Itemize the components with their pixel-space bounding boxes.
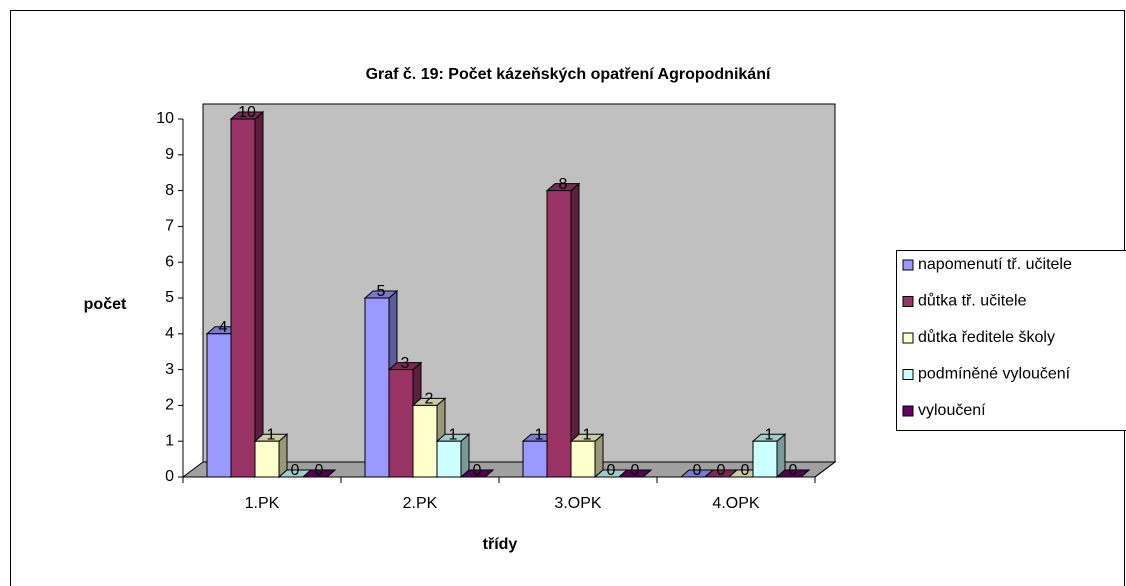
x-tick-label: 1.PK: [245, 495, 280, 512]
y-tick-label: 2: [165, 397, 174, 414]
y-tick-label: 3: [165, 361, 174, 378]
value-label: 0: [789, 462, 798, 479]
legend-label: vyloučení: [918, 402, 986, 419]
x-tick-label: 4.OPK: [712, 495, 759, 512]
legend-label: důtka tř. učitele: [918, 292, 1027, 310]
value-label: 8: [559, 176, 568, 193]
value-label: 0: [315, 462, 324, 479]
value-label: 1: [267, 426, 276, 443]
value-label: 3: [401, 355, 410, 372]
bar-top: [459, 469, 495, 478]
bar-top: [301, 469, 337, 478]
x-tick-label: 3.OPK: [554, 495, 601, 512]
legend-swatch: [902, 332, 914, 344]
x-axis-title: třídy: [483, 536, 518, 553]
value-label: 0: [693, 462, 702, 479]
bar: [412, 404, 438, 478]
value-label: 0: [607, 462, 616, 479]
bar-top: [775, 469, 811, 478]
y-axis-title: počet: [84, 296, 127, 313]
bar: [230, 118, 256, 478]
legend-swatch: [902, 296, 914, 307]
value-label: 0: [291, 462, 300, 479]
floor-edge: [814, 461, 836, 478]
bar: [388, 369, 414, 478]
value-label: 2: [425, 391, 434, 408]
value-label: 0: [741, 462, 750, 479]
y-tick-label: 5: [165, 289, 174, 306]
bar: [570, 440, 596, 478]
legend-label: důtka ředitele školy: [918, 328, 1055, 346]
y-tick-label: 9: [165, 146, 174, 163]
bar: [254, 440, 280, 478]
legend-swatch: [902, 259, 914, 271]
value-label: 1: [583, 426, 592, 443]
y-tick-label: 7: [165, 218, 174, 235]
bar: [436, 440, 462, 478]
value-label: 4: [219, 319, 228, 336]
y-tick-label: 4: [165, 325, 174, 342]
legend-label: napomenutí tř. učitele: [918, 256, 1072, 273]
bar-side: [254, 110, 264, 479]
bar: [522, 440, 548, 478]
y-tick-label: 0: [165, 468, 174, 485]
legend-box: [896, 250, 1126, 431]
y-tick-label: 6: [165, 253, 174, 270]
y-tick-label: 10: [156, 110, 174, 127]
bar-side: [570, 182, 580, 479]
value-label: 5: [377, 283, 386, 300]
legend-label: podmíněné vyloučení: [918, 366, 1071, 383]
bar: [206, 333, 232, 478]
value-label: 1: [535, 426, 544, 443]
value-label: 10: [238, 104, 256, 121]
chart-title: Graf č. 19: Počet kázeňských opatření Ag…: [366, 66, 771, 83]
legend-swatch: [902, 369, 914, 380]
bar: [752, 440, 778, 478]
value-label: 0: [717, 462, 726, 479]
bar-top: [617, 469, 653, 478]
bar: [364, 297, 390, 478]
value-label: 1: [765, 426, 774, 443]
value-label: 1: [449, 426, 458, 443]
value-label: 0: [631, 462, 640, 479]
y-tick-label: 8: [165, 182, 174, 199]
legend-swatch: [902, 405, 914, 417]
bar: [546, 190, 572, 478]
x-tick-label: 2.PK: [403, 495, 438, 512]
value-label: 0: [473, 462, 482, 479]
back-wall: [202, 103, 836, 463]
y-tick-label: 1: [165, 432, 174, 449]
